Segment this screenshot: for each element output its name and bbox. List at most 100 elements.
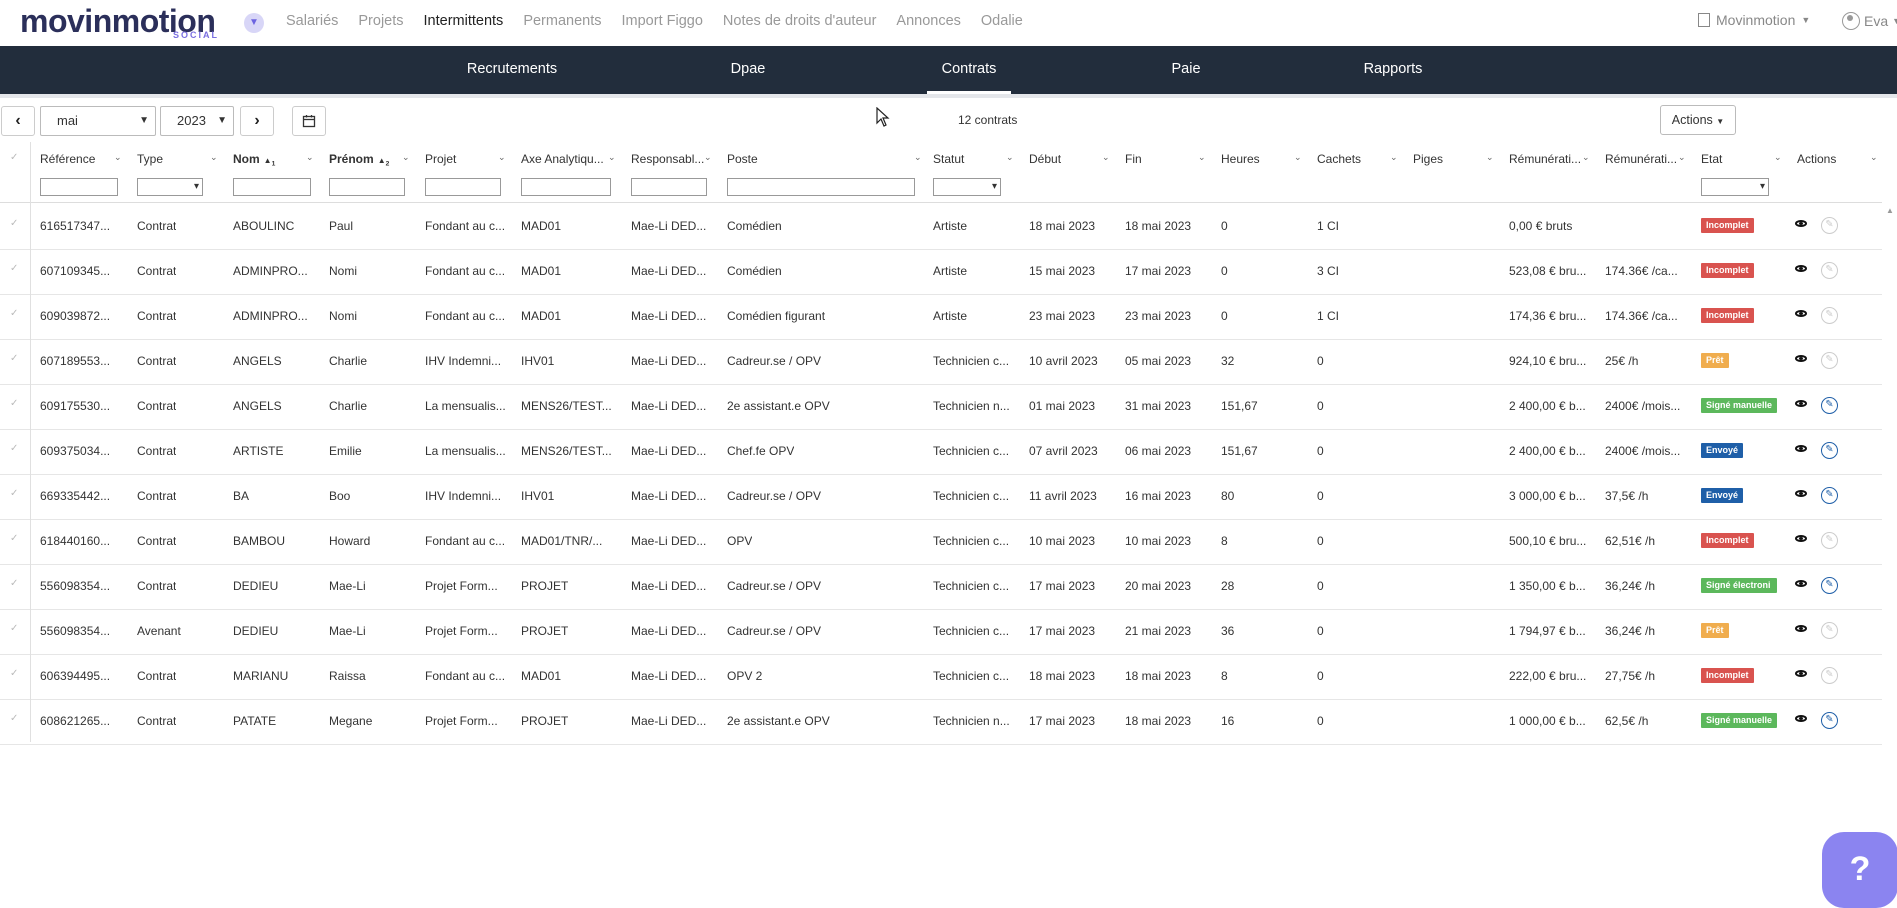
- row-checkbox[interactable]: ✓: [10, 623, 19, 634]
- edit-icon[interactable]: ✎: [1821, 622, 1838, 639]
- column-menu-icon[interactable]: ⌄: [498, 152, 506, 162]
- nav-item-2[interactable]: Intermittents: [423, 13, 504, 29]
- column-menu-icon[interactable]: ⌄: [914, 152, 922, 162]
- tab-2[interactable]: Contrats: [927, 46, 1011, 94]
- nav-item-6[interactable]: Annonces: [896, 13, 961, 29]
- eye-icon[interactable]: [1795, 535, 1807, 542]
- nav-item-1[interactable]: Projets: [358, 13, 404, 29]
- column-header-1[interactable]: Type: [137, 152, 163, 166]
- eye-icon[interactable]: [1795, 670, 1807, 677]
- nav-item-5[interactable]: Notes de droits d'auteur: [722, 13, 877, 29]
- movinmotion-logo[interactable]: movinmotion SOCIAL: [20, 2, 225, 42]
- column-menu-icon[interactable]: ⌄: [704, 152, 712, 162]
- column-filter-input[interactable]: [425, 178, 501, 196]
- eye-icon[interactable]: [1795, 265, 1807, 272]
- column-header-16[interactable]: Etat: [1701, 152, 1722, 166]
- previous-month-button[interactable]: ‹: [1, 106, 35, 136]
- row-checkbox[interactable]: ✓: [10, 353, 19, 364]
- column-menu-icon[interactable]: ⌄: [1582, 152, 1590, 162]
- row-checkbox[interactable]: ✓: [10, 308, 19, 319]
- column-menu-icon[interactable]: ⌄: [114, 152, 122, 162]
- calendar-button[interactable]: [292, 106, 326, 136]
- table-row[interactable]: ✓ 616517347... Contrat ABOULINC Paul Fondant …: [0, 204, 1882, 250]
- month-select[interactable]: mai ▼: [40, 106, 156, 136]
- table-row[interactable]: ✓ 669335442... Contrat BA Boo IHV Indemni... I…: [0, 474, 1882, 520]
- eye-icon[interactable]: [1795, 220, 1807, 227]
- column-menu-icon[interactable]: ⌄: [1198, 152, 1206, 162]
- tab-0[interactable]: Recrutements: [466, 61, 558, 77]
- help-button[interactable]: ?: [1822, 832, 1897, 908]
- column-filter-select[interactable]: [933, 178, 1001, 196]
- edit-icon[interactable]: ✎: [1821, 262, 1838, 279]
- table-row[interactable]: ✓ 556098354... Avenant DEDIEU Mae-Li Projet F…: [0, 609, 1882, 655]
- column-menu-icon[interactable]: ⌄: [402, 152, 410, 162]
- column-filter-input[interactable]: [233, 178, 311, 196]
- row-checkbox[interactable]: ✓: [10, 578, 19, 589]
- user-menu[interactable]: Eva ▼: [1842, 12, 1897, 30]
- organization-selector[interactable]: Movinmotion ▼: [1698, 12, 1810, 28]
- eye-icon[interactable]: [1795, 310, 1807, 317]
- column-header-8[interactable]: Statut: [933, 152, 964, 166]
- column-filter-select[interactable]: [137, 178, 203, 196]
- column-header-13[interactable]: Piges: [1413, 152, 1443, 166]
- column-menu-icon[interactable]: ⌄: [1006, 152, 1014, 162]
- column-header-5[interactable]: Axe Analytiqu...: [521, 152, 604, 166]
- nav-item-4[interactable]: Import Figgo: [621, 13, 703, 29]
- table-row[interactable]: ✓ 608621265... Contrat PATATE Megane Projet F…: [0, 699, 1882, 745]
- nav-item-3[interactable]: Permanents: [523, 13, 602, 29]
- column-header-3[interactable]: Prénom ▲2: [329, 152, 389, 168]
- next-month-button[interactable]: ›: [240, 106, 274, 136]
- table-row[interactable]: ✓ 606394495... Contrat MARIANU Raissa Fondant…: [0, 654, 1882, 700]
- edit-icon[interactable]: ✎: [1821, 442, 1838, 459]
- column-menu-icon[interactable]: ⌄: [1870, 152, 1878, 162]
- column-header-6[interactable]: Responsabl...: [631, 152, 704, 166]
- edit-icon[interactable]: ✎: [1821, 352, 1838, 369]
- row-checkbox[interactable]: ✓: [10, 218, 19, 229]
- edit-icon[interactable]: ✎: [1821, 712, 1838, 729]
- select-all-checkbox[interactable]: ✓: [10, 152, 19, 163]
- tab-1[interactable]: Dpae: [730, 61, 766, 77]
- column-header-2[interactable]: Nom ▲1: [233, 152, 275, 168]
- eye-icon[interactable]: [1795, 580, 1807, 587]
- table-row[interactable]: ✓ 609375034... Contrat ARTISTE Emilie La mens…: [0, 429, 1882, 475]
- column-menu-icon[interactable]: ⌄: [1102, 152, 1110, 162]
- column-header-12[interactable]: Cachets: [1317, 152, 1361, 166]
- column-header-11[interactable]: Heures: [1221, 152, 1260, 166]
- eye-icon[interactable]: [1795, 400, 1807, 407]
- column-filter-input[interactable]: [329, 178, 405, 196]
- edit-icon[interactable]: ✎: [1821, 217, 1838, 234]
- row-checkbox[interactable]: ✓: [10, 713, 19, 724]
- column-header-0[interactable]: Référence: [40, 152, 95, 166]
- row-checkbox[interactable]: ✓: [10, 668, 19, 679]
- eye-icon[interactable]: [1795, 445, 1807, 452]
- column-menu-icon[interactable]: ⌄: [608, 152, 616, 162]
- column-menu-icon[interactable]: ⌄: [1486, 152, 1494, 162]
- row-checkbox[interactable]: ✓: [10, 398, 19, 409]
- column-header-14[interactable]: Rémunérati...: [1509, 152, 1581, 166]
- tab-4[interactable]: Rapports: [1363, 61, 1423, 77]
- column-menu-icon[interactable]: ⌄: [1774, 152, 1782, 162]
- nav-item-7[interactable]: Odalie: [980, 13, 1023, 29]
- edit-icon[interactable]: ✎: [1821, 667, 1838, 684]
- column-header-7[interactable]: Poste: [727, 152, 758, 166]
- edit-icon[interactable]: ✎: [1821, 532, 1838, 549]
- column-filter-input[interactable]: [40, 178, 118, 196]
- scroll-up-icon[interactable]: ▲: [1886, 206, 1894, 215]
- edit-icon[interactable]: ✎: [1821, 577, 1838, 594]
- chevron-down-icon[interactable]: ▼: [244, 13, 264, 33]
- column-header-4[interactable]: Projet: [425, 152, 456, 166]
- column-filter-input[interactable]: [631, 178, 707, 196]
- column-header-9[interactable]: Début: [1029, 152, 1061, 166]
- table-row[interactable]: ✓ 607189553... Contrat ANGELS Charlie IHV Ind…: [0, 339, 1882, 385]
- column-menu-icon[interactable]: ⌄: [1294, 152, 1302, 162]
- table-row[interactable]: ✓ 609039872... Contrat ADMINPRO... Nomi Fonda…: [0, 294, 1882, 340]
- table-row[interactable]: ✓ 607109345... Contrat ADMINPRO... Nomi Fonda…: [0, 249, 1882, 295]
- actions-dropdown-button[interactable]: Actions ▼: [1660, 105, 1736, 135]
- table-row[interactable]: ✓ 618440160... Contrat BAMBOU Howard Fondant …: [0, 519, 1882, 565]
- column-header-15[interactable]: Rémunérati...: [1605, 152, 1677, 166]
- row-checkbox[interactable]: ✓: [10, 488, 19, 499]
- year-select[interactable]: 2023 ▼: [160, 106, 234, 136]
- eye-icon[interactable]: [1795, 490, 1807, 497]
- column-header-10[interactable]: Fin: [1125, 152, 1142, 166]
- column-menu-icon[interactable]: ⌄: [210, 152, 218, 162]
